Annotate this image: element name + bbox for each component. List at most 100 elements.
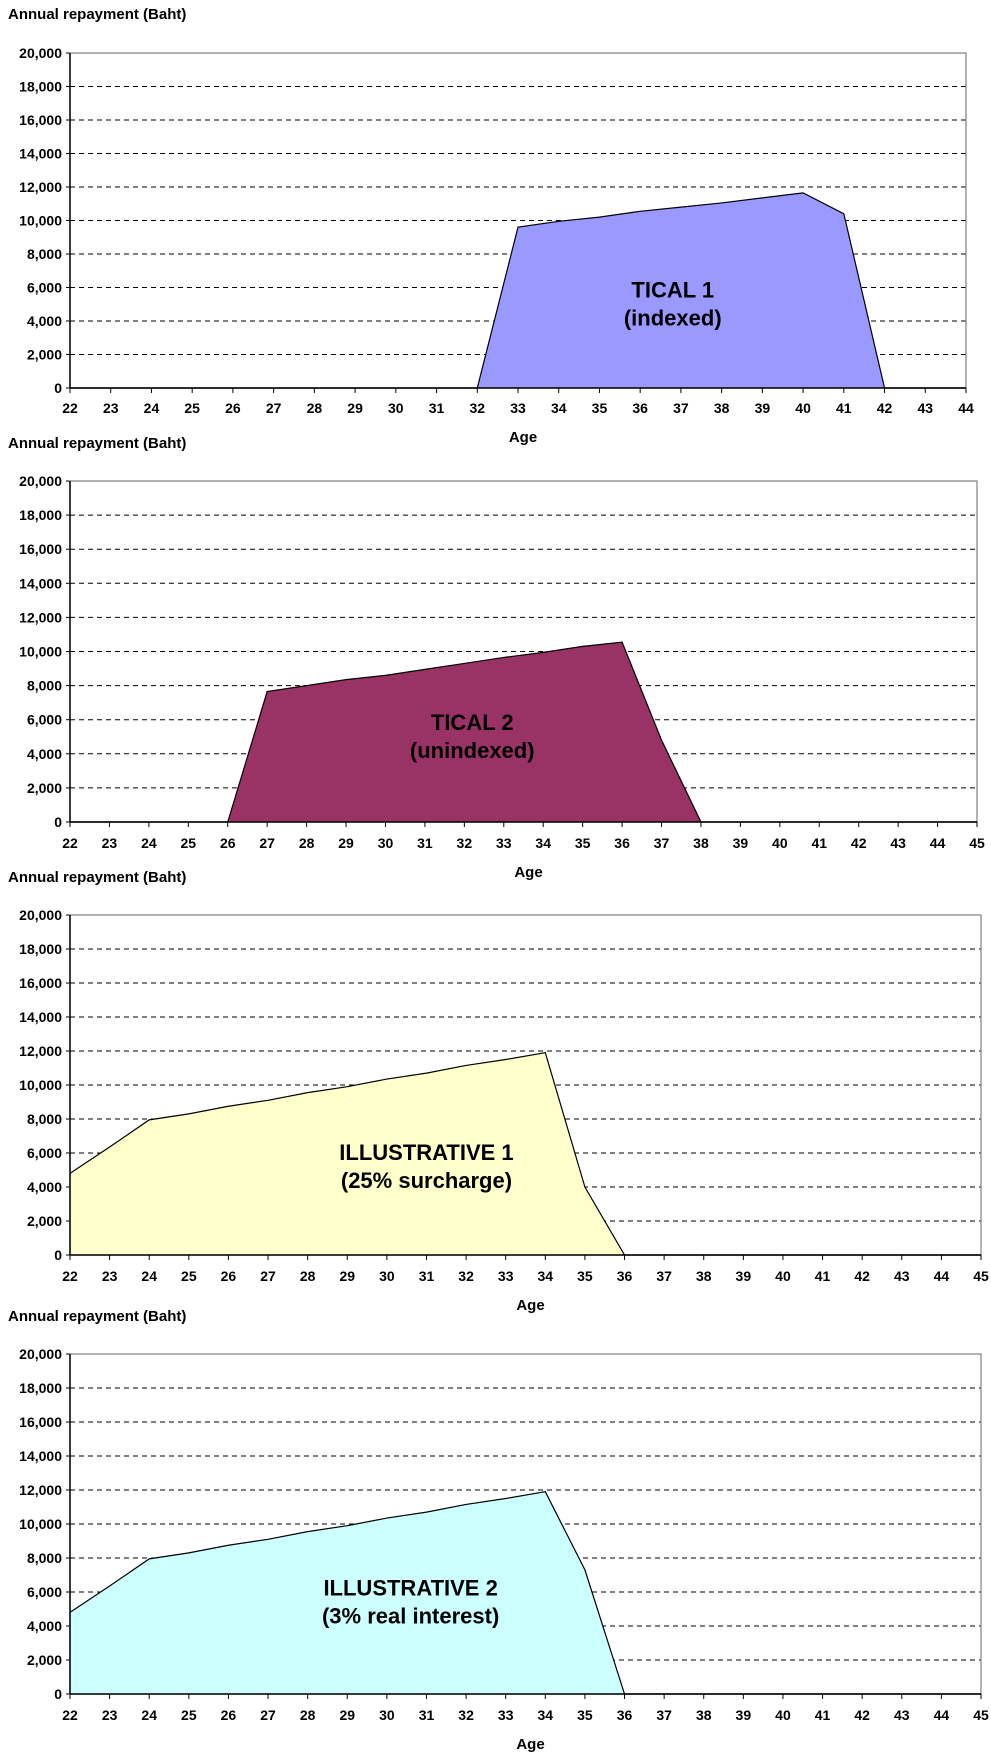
- chart-panel-4: Annual repayment (Baht) 0 2,000 4,000 6,000 8…: [8, 1308, 989, 1753]
- data-point: [149, 1119, 150, 1120]
- x-tick-label: 24: [144, 400, 160, 416]
- x-tick-label: 28: [299, 835, 315, 851]
- x-tick-label: 39: [736, 1707, 752, 1723]
- x-tick-label: 33: [496, 835, 512, 851]
- y-tick-label: 4,000: [27, 746, 62, 762]
- y-tick-label: 6,000: [27, 712, 62, 728]
- y-tick-label: 4,000: [27, 313, 62, 329]
- x-tick-label: 26: [220, 835, 236, 851]
- y-tick-label: 12,000: [19, 1482, 62, 1498]
- data-point: [762, 197, 763, 198]
- data-point: [680, 207, 681, 208]
- x-tick-label: 31: [419, 1268, 435, 1284]
- x-tick-label: 41: [815, 1268, 831, 1284]
- series-annotation: TICAL 2: [431, 710, 514, 735]
- y-tick-label: 12,000: [19, 609, 62, 625]
- data-point: [464, 663, 465, 664]
- x-tick-label: 44: [934, 1707, 950, 1723]
- x-tick-label: 40: [775, 1707, 791, 1723]
- x-tick-label: 31: [419, 1707, 435, 1723]
- data-point: [543, 652, 544, 653]
- x-tick-label: 28: [307, 400, 323, 416]
- series-annotation: ILLUSTRATIVE 1: [339, 1140, 513, 1165]
- data-point: [228, 1545, 229, 1546]
- x-tick-label: 34: [538, 1268, 554, 1284]
- x-axis-title: Age: [516, 1297, 544, 1314]
- x-tick-label: 25: [181, 1707, 197, 1723]
- data-point: [347, 1525, 348, 1526]
- x-tick-label: 24: [141, 1268, 157, 1284]
- x-tick-label: 31: [429, 400, 445, 416]
- x-tick-label: 43: [894, 1707, 910, 1723]
- x-tick-label: 30: [379, 1707, 395, 1723]
- data-point: [307, 1092, 308, 1093]
- x-tick-label: 34: [535, 835, 551, 851]
- x-tick-label: 44: [930, 835, 946, 851]
- data-point: [622, 642, 623, 643]
- x-tick-label: 23: [102, 1268, 118, 1284]
- y-tick-label: 8,000: [27, 1550, 62, 1566]
- x-tick-label: 34: [538, 1707, 554, 1723]
- x-tick-label: 42: [854, 1707, 870, 1723]
- x-tick-label: 30: [388, 400, 404, 416]
- y-tick-label: 20,000: [19, 45, 62, 61]
- y-tick-label: 8,000: [27, 246, 62, 262]
- series-area: [70, 1491, 981, 1694]
- x-tick-label: 37: [656, 1707, 672, 1723]
- x-tick-label: 36: [614, 835, 630, 851]
- data-point: [518, 227, 519, 228]
- y-tick-label: 20,000: [19, 907, 62, 923]
- x-tick-label: 27: [260, 1707, 276, 1723]
- x-tick-label: 33: [498, 1707, 514, 1723]
- y-tick-label: 14,000: [19, 1009, 62, 1025]
- data-point: [599, 217, 600, 218]
- data-point: [503, 657, 504, 658]
- y-tick-label: 0: [54, 1686, 62, 1702]
- y-tick-label: 12,000: [19, 179, 62, 195]
- data-point: [346, 679, 347, 680]
- data-point: [466, 1065, 467, 1066]
- x-tick-label: 42: [877, 400, 893, 416]
- data-point: [426, 1512, 427, 1513]
- x-tick-label: 36: [617, 1268, 633, 1284]
- data-point: [228, 1106, 229, 1107]
- y-tick-label: 6,000: [27, 280, 62, 296]
- y-tick-label: 4,000: [27, 1618, 62, 1634]
- x-tick-label: 44: [958, 400, 974, 416]
- x-tick-label: 41: [815, 1707, 831, 1723]
- y-tick-label: 16,000: [19, 112, 62, 128]
- x-tick-label: 26: [225, 400, 241, 416]
- series-annotation: (indexed): [624, 306, 722, 331]
- x-tick-label: 35: [592, 400, 608, 416]
- x-tick-label: 38: [714, 400, 730, 416]
- x-tick-label: 35: [575, 835, 591, 851]
- data-point: [188, 1113, 189, 1114]
- x-tick-label: 28: [300, 1707, 316, 1723]
- x-tick-label: 23: [102, 1707, 118, 1723]
- x-tick-label: 41: [836, 400, 852, 416]
- x-tick-label: 42: [851, 835, 867, 851]
- x-tick-label: 29: [347, 400, 363, 416]
- x-tick-label: 38: [696, 1268, 712, 1284]
- data-point: [386, 1518, 387, 1519]
- chart-panel-1: Annual repayment (Baht) 0 2,000 4,000 6,000 8…: [8, 6, 974, 446]
- y-tick-label: 18,000: [19, 1380, 62, 1396]
- x-tick-label: 32: [457, 835, 473, 851]
- y-tick-label: 16,000: [19, 975, 62, 991]
- data-point: [385, 675, 386, 676]
- y-tick-label: 0: [54, 380, 62, 396]
- x-tick-label: 40: [795, 400, 811, 416]
- x-tick-label: 24: [141, 1707, 157, 1723]
- x-tick-label: 23: [102, 835, 118, 851]
- data-point: [307, 1531, 308, 1532]
- x-tick-label: 31: [417, 835, 433, 851]
- y-tick-label: 14,000: [19, 575, 62, 591]
- data-point: [505, 1498, 506, 1499]
- y-axis-title: Annual repayment (Baht): [8, 435, 186, 452]
- x-tick-label: 37: [654, 835, 670, 851]
- data-point: [268, 1100, 269, 1101]
- y-tick-label: 6,000: [27, 1145, 62, 1161]
- x-tick-label: 41: [811, 835, 827, 851]
- x-tick-label: 28: [300, 1268, 316, 1284]
